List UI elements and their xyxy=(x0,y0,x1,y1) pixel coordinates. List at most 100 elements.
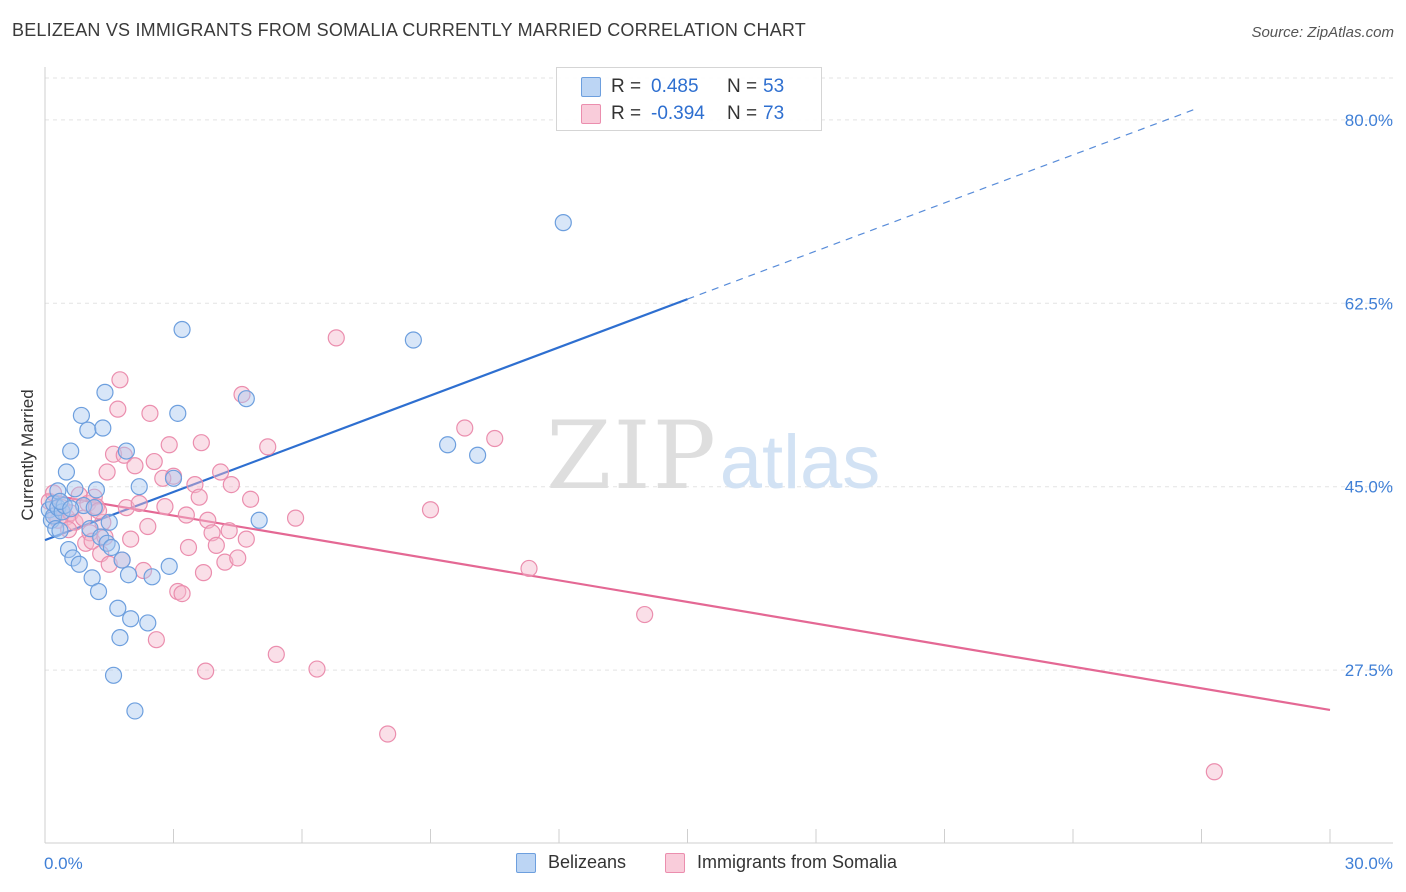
tick-labels: 27.5% 45.0% 62.5% 80.0% 0.0% 30.0% xyxy=(44,111,1393,873)
n-value: 53 xyxy=(763,76,785,97)
legend-swatch-pink xyxy=(581,104,601,124)
somalia-point xyxy=(286,509,305,527)
somalia-point xyxy=(259,438,277,456)
gridlines xyxy=(45,77,1393,671)
somalia-point xyxy=(156,498,174,516)
y-tick-label: 80.0% xyxy=(1345,111,1393,130)
belizean-point xyxy=(49,482,67,500)
belizean-point xyxy=(92,528,110,546)
belizean-point xyxy=(111,629,129,647)
zipatlas-watermark: ZIP atlas xyxy=(546,402,880,511)
belizean-point xyxy=(113,551,131,569)
somalia-point xyxy=(190,488,208,506)
somalia-point xyxy=(379,725,397,743)
r-label: R = xyxy=(611,103,642,124)
belizean-point xyxy=(122,610,140,628)
belizean-point xyxy=(94,419,112,437)
somalia-point xyxy=(486,429,504,448)
belizean-point xyxy=(62,500,80,518)
belizean-point xyxy=(100,513,118,531)
belizean-point xyxy=(237,390,255,408)
belizean-point xyxy=(117,442,135,460)
belizean-point xyxy=(554,214,572,232)
legend-swatch-pink xyxy=(665,852,685,873)
chart-title: BELIZEAN VS IMMIGRANTS FROM SOMALIA CURR… xyxy=(12,20,806,40)
belizean-point xyxy=(87,481,106,499)
source-credit: Source: ZipAtlas.com xyxy=(1251,24,1394,41)
somalia-point xyxy=(83,532,101,550)
n-label: N = xyxy=(727,103,758,124)
belizean-point xyxy=(51,522,69,540)
somalia-point xyxy=(242,490,260,508)
belizean-point xyxy=(74,496,93,515)
watermark-atlas: atlas xyxy=(720,420,881,505)
belizean-point xyxy=(119,566,138,584)
somalia-point xyxy=(100,555,118,573)
somalia-point xyxy=(327,329,345,347)
series-legend: Belizeans Immigrants from Somalia xyxy=(0,852,1406,876)
belizean-trend-extension xyxy=(687,107,1198,300)
belizean-point xyxy=(173,320,191,339)
belizean-point xyxy=(59,540,78,559)
legend-item-belizeans[interactable]: Belizeans xyxy=(516,852,626,873)
somalia-point xyxy=(122,530,140,548)
somalia-point xyxy=(636,605,654,624)
somalia-trend-line xyxy=(44,492,1331,711)
legend-label: Belizeans xyxy=(548,852,627,872)
n-value: 73 xyxy=(763,103,785,124)
somalia-point xyxy=(139,517,157,536)
somalia-point xyxy=(126,457,144,475)
somalia-point xyxy=(229,549,247,567)
x-tick-label: 0.0% xyxy=(44,854,83,873)
somalia-point xyxy=(192,434,210,452)
n-label: N = xyxy=(727,76,758,97)
belizean-point xyxy=(70,555,88,573)
somalia-point xyxy=(111,371,129,389)
somalia-point xyxy=(1205,763,1223,781)
somalia-point xyxy=(141,404,159,422)
somalia-point xyxy=(237,530,255,548)
belizean-point xyxy=(143,568,161,586)
trend-lines xyxy=(44,107,1331,711)
somalia-point xyxy=(308,660,326,678)
legend-row-somalia: R = -0.394 N = 73 xyxy=(581,101,784,127)
somalia-point xyxy=(421,501,440,519)
belizean-point xyxy=(130,478,148,496)
belizean-point xyxy=(160,557,178,575)
somalia-point xyxy=(130,494,148,513)
legend-swatch-blue xyxy=(516,852,536,873)
somalia-point xyxy=(179,538,198,557)
y-tick-label: 62.5% xyxy=(1345,294,1393,313)
somalia-point xyxy=(456,419,474,437)
y-tick-label: 45.0% xyxy=(1345,478,1393,497)
belizean-point xyxy=(469,446,487,464)
belizean-point xyxy=(104,666,123,684)
belizean-point xyxy=(169,404,187,422)
belizean-point xyxy=(109,599,127,617)
belizean-point xyxy=(57,463,76,481)
somalia-point xyxy=(160,436,178,454)
data-points xyxy=(40,214,1223,781)
belizean-point xyxy=(102,538,120,557)
somalia-point xyxy=(145,452,163,471)
belizean-trend-line xyxy=(44,298,688,542)
r-value: -0.394 xyxy=(651,103,705,124)
somalia-point xyxy=(147,631,165,649)
belizean-point xyxy=(85,499,103,517)
somalia-point xyxy=(222,476,240,494)
r-label: R = xyxy=(611,76,642,97)
somalia-point xyxy=(109,400,127,418)
belizean-point xyxy=(62,442,80,460)
somalia-point xyxy=(520,559,538,578)
belizean-point xyxy=(44,507,63,525)
belizean-point xyxy=(64,549,82,567)
somalia-point xyxy=(194,564,213,582)
legend-swatch-blue xyxy=(581,77,601,97)
somalia-point xyxy=(220,522,238,540)
legend-item-somalia[interactable]: Immigrants from Somalia xyxy=(665,852,897,873)
somalia-point xyxy=(197,662,215,680)
somalia-point xyxy=(173,584,191,603)
watermark-zip: ZIP xyxy=(546,402,718,511)
legend-label: Immigrants from Somalia xyxy=(697,852,898,872)
